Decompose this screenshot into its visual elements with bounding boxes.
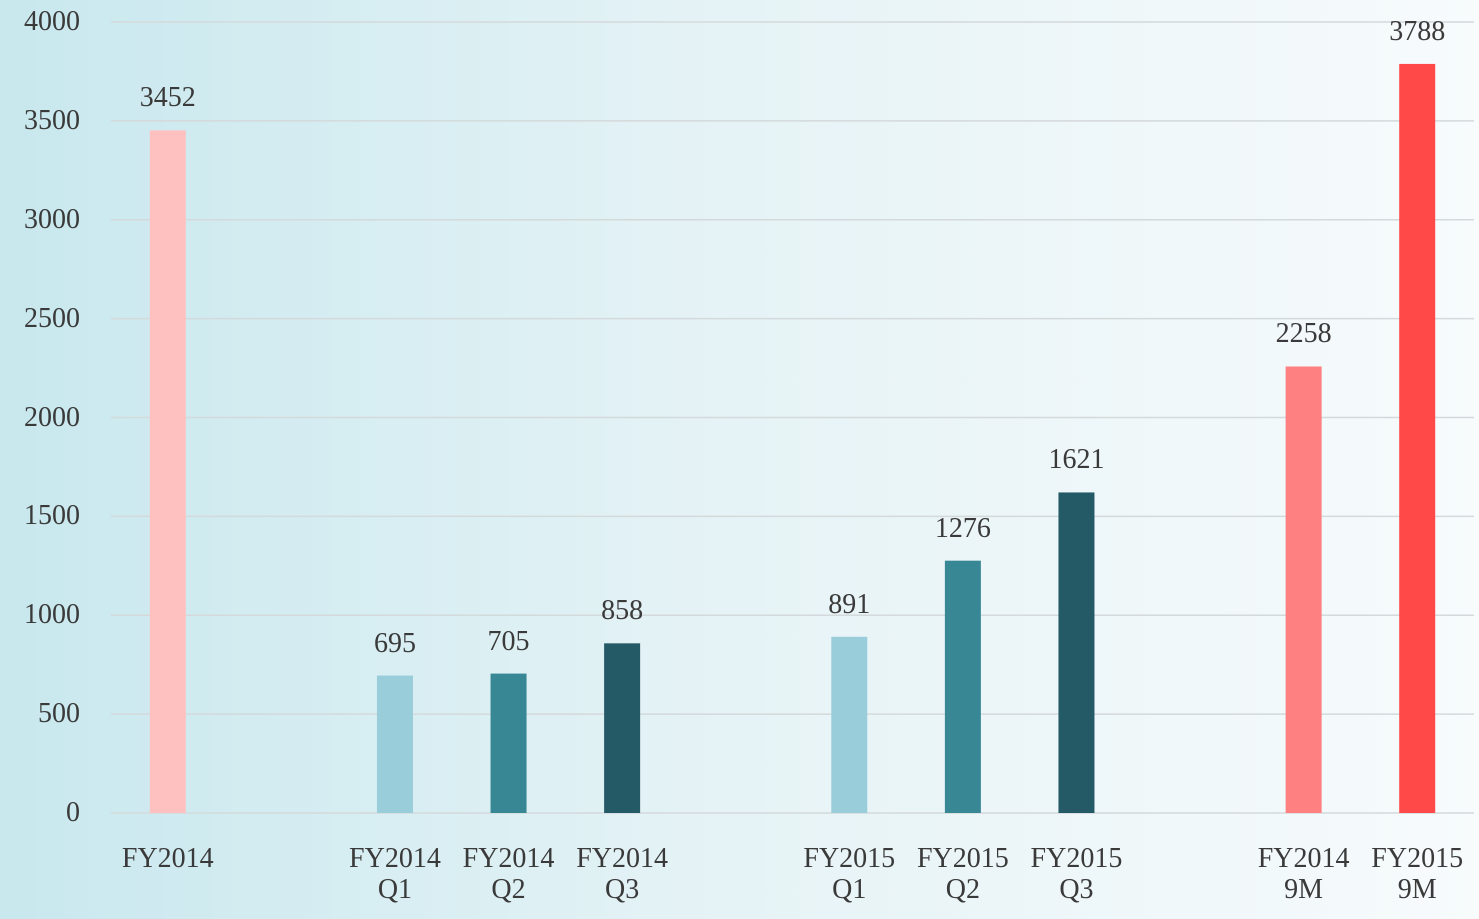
bar xyxy=(604,643,641,813)
bar xyxy=(1285,366,1322,813)
y-tick-label: 1000 xyxy=(24,599,80,631)
x-tick-label: FY2014 Q2 xyxy=(462,843,555,905)
x-tick-label: FY2015 Q1 xyxy=(803,843,896,905)
y-tick-label: 3000 xyxy=(24,203,80,235)
bar xyxy=(944,560,981,813)
data-label: 891 xyxy=(828,588,871,620)
x-tick-label: FY2014 9M xyxy=(1257,843,1350,905)
y-tick-label: 2000 xyxy=(24,401,80,433)
x-tick-label: FY2014 xyxy=(121,843,214,874)
data-label: 3452 xyxy=(139,82,196,114)
y-tick-label: 3500 xyxy=(24,104,80,136)
bar xyxy=(149,130,186,813)
data-label: 2258 xyxy=(1275,318,1332,350)
bar xyxy=(1399,63,1436,814)
y-tick-label: 500 xyxy=(38,698,80,730)
x-tick-label: FY2014 Q1 xyxy=(349,843,441,905)
y-tick-label: 0 xyxy=(66,797,80,828)
bar xyxy=(490,673,527,813)
data-label: 1276 xyxy=(934,512,991,544)
x-tick-label: FY2014 Q3 xyxy=(576,843,669,905)
x-tick-label: FY2015 Q3 xyxy=(1030,843,1123,905)
y-tick-label: 2500 xyxy=(24,302,80,334)
data-label: 695 xyxy=(373,627,416,659)
bar xyxy=(376,675,413,813)
x-tick-label: FY2015 Q2 xyxy=(916,843,1009,905)
bar xyxy=(831,636,868,813)
data-label: 858 xyxy=(601,595,644,627)
y-tick-label: 1500 xyxy=(24,500,80,532)
y-tick-label: 4000 xyxy=(24,6,80,37)
bar xyxy=(1058,492,1095,813)
data-label: 3788 xyxy=(1389,15,1446,47)
data-label: 705 xyxy=(487,625,530,657)
data-label: 1621 xyxy=(1048,444,1105,476)
x-tick-label: FY2015 9M xyxy=(1371,843,1464,905)
